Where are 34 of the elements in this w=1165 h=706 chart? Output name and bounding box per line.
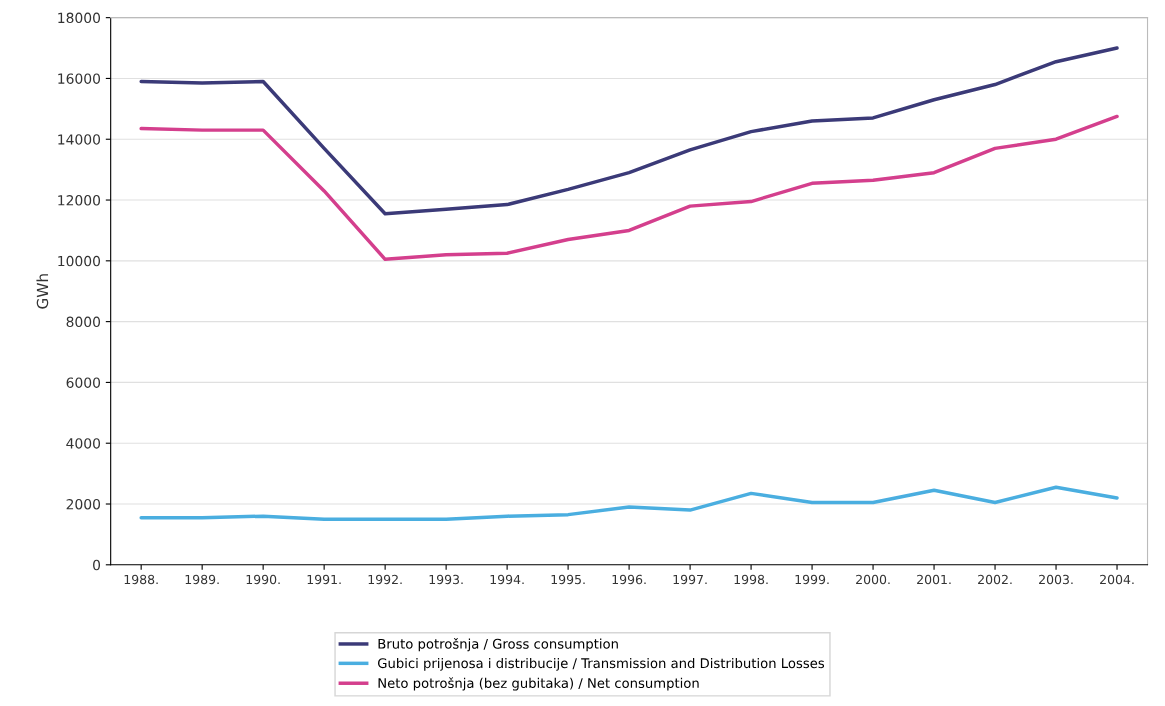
x-tick-label: 2000. (856, 574, 890, 585)
line-series (139, 114, 1119, 262)
legend-label: Gubici prijenosa i distribucije / Transmission and Distribution Losses (378, 657, 825, 671)
x-tick-label: 1991. (307, 574, 341, 585)
y-tick-label: 14000 (58, 134, 101, 145)
legend-label: Bruto potrošnja / Gross consumption (378, 638, 618, 652)
legend-label: Neto potrošnja (bez gubitaka) / Net consumption (378, 677, 699, 691)
x-tick-label: 1988. (124, 574, 158, 585)
x-tick-label: 1997. (673, 574, 707, 585)
x-tick-label: 1994. (490, 574, 524, 585)
x-tick-label: 1999. (795, 574, 829, 585)
y-tick-label: 12000 (58, 195, 101, 206)
x-tick-label: 1998. (734, 574, 768, 585)
x-tick-label: 2001. (917, 574, 951, 585)
x-tick-label: 2002. (978, 574, 1012, 585)
y-tick-label: 8000 (66, 316, 101, 328)
y-tick-label: 4000 (66, 438, 101, 449)
x-tick-label: 1992. (368, 574, 402, 585)
y-tick-label: 18000 (58, 12, 101, 24)
x-tick-label: 2004. (1100, 574, 1134, 585)
x-tick-label: 1993. (429, 574, 463, 585)
y-tick-label: 10000 (58, 255, 101, 267)
x-tick-label: 1995. (551, 574, 585, 585)
line-series (139, 46, 1119, 216)
y-tick-label: 0 (93, 559, 101, 571)
y-tick-label: 16000 (58, 73, 101, 84)
x-tick-label: 1989. (185, 574, 219, 585)
y-tick-label: 2000 (66, 498, 101, 510)
y-tick-label: 6000 (66, 377, 101, 388)
y-axis-title: GWh (36, 274, 49, 309)
x-tick-label: 1996. (612, 574, 646, 585)
x-tick-label: 2003. (1039, 574, 1073, 585)
x-tick-label: 1990. (246, 574, 280, 585)
line-series (139, 485, 1119, 521)
